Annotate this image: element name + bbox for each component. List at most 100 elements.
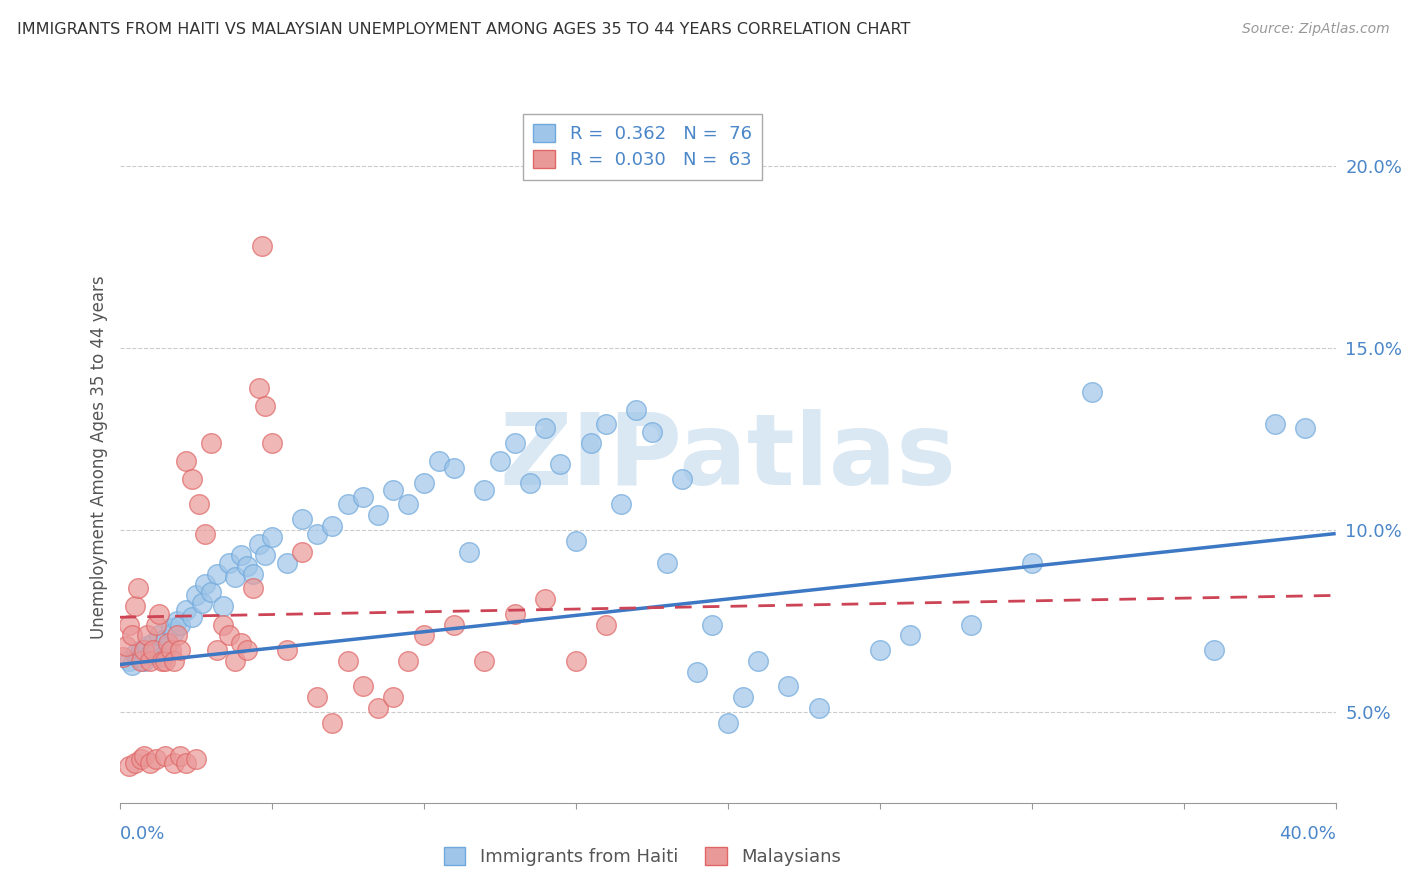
Point [117,759,139,773]
Point [184,752,207,766]
Point [160,643,183,657]
Point [564,533,586,548]
Point [367,701,389,715]
Point [367,508,389,523]
Point [200,584,222,599]
Point [247,537,270,551]
Point [382,483,405,497]
Point [898,628,921,642]
Point [534,592,557,607]
Point [276,643,298,657]
Point [291,512,314,526]
Point [148,628,170,642]
Point [1081,384,1104,399]
Point [184,589,207,603]
Point [176,603,198,617]
Point [181,472,204,486]
Point [176,454,198,468]
Point [717,715,740,730]
Point [127,581,149,595]
Point [166,614,188,628]
Point [960,617,983,632]
Point [224,654,246,668]
Point [127,650,149,665]
Point [595,617,617,632]
Point [139,654,162,668]
Point [121,657,143,672]
Point [224,570,246,584]
Point [121,628,143,642]
Point [336,654,359,668]
Point [550,458,572,472]
Point [807,701,830,715]
Point [194,577,217,591]
Point [124,647,146,661]
Point [132,643,155,657]
Point [472,483,496,497]
Point [166,628,188,642]
Point [686,665,709,679]
Point [157,636,180,650]
Point [503,607,526,621]
Point [139,756,162,770]
Y-axis label: Unemployment Among Ages 35 to 44 years: Unemployment Among Ages 35 to 44 years [90,276,108,639]
Point [200,435,222,450]
Point [117,654,139,668]
Point [869,643,891,657]
Point [382,690,405,705]
Point [163,756,186,770]
Point [187,498,209,512]
Point [212,617,235,632]
Point [488,454,510,468]
Point [150,654,173,668]
Point [132,654,155,668]
Point [307,690,329,705]
Point [396,498,419,512]
Point [747,654,769,668]
Point [205,643,228,657]
Point [1204,643,1226,657]
Point [142,636,165,650]
Point [124,756,146,770]
Point [194,526,217,541]
Point [503,435,526,450]
Point [231,636,253,650]
Point [150,650,173,665]
Point [412,475,434,490]
Point [519,475,541,490]
Point [160,621,183,635]
Point [163,654,186,668]
Point [135,628,157,642]
Point [181,610,204,624]
Text: Source: ZipAtlas.com: Source: ZipAtlas.com [1241,22,1389,37]
Point [169,748,191,763]
Point [212,599,235,614]
Point [336,498,359,512]
Point [260,530,283,544]
Point [252,239,274,253]
Point [176,756,198,770]
Point [114,640,136,654]
Point [132,748,155,763]
Point [254,549,277,563]
Point [169,617,191,632]
Point [443,617,465,632]
Point [352,490,374,504]
Point [129,643,152,657]
Point [153,654,176,668]
Point [254,399,277,413]
Point [396,654,419,668]
Point [190,596,212,610]
Point [242,581,264,595]
Point [702,617,724,632]
Point [731,690,754,705]
Point [129,752,152,766]
Point [1021,556,1043,570]
Point [142,643,165,657]
Point [595,417,617,432]
Point [352,679,374,693]
Point [778,679,800,693]
Text: 40.0%: 40.0% [1279,825,1336,843]
Point [443,461,465,475]
Point [458,545,481,559]
